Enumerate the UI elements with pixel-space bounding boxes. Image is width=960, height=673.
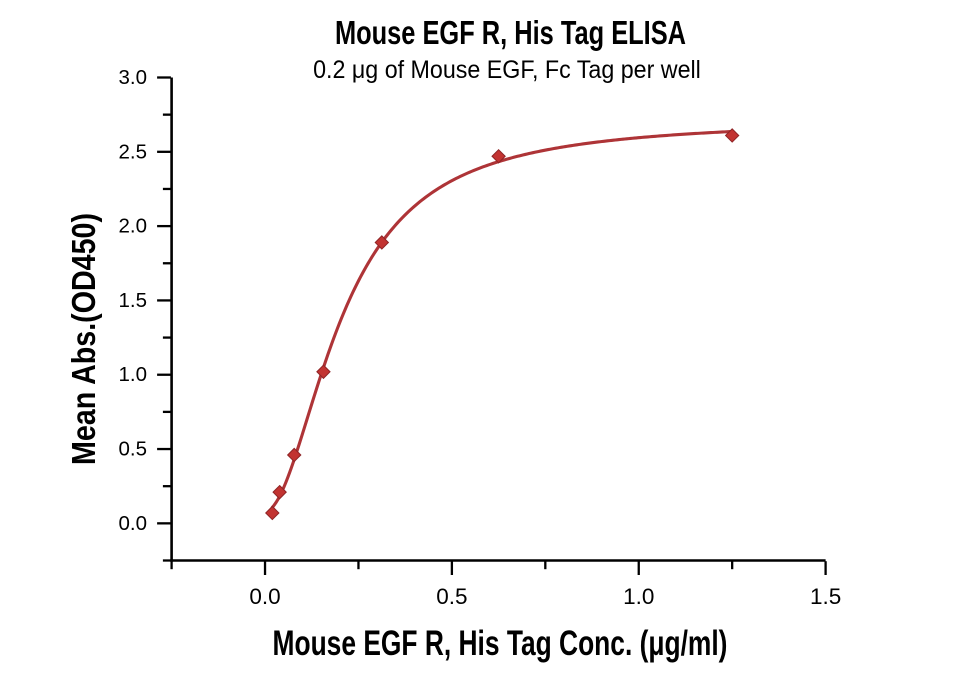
x-tick-label: 1.0 (623, 584, 654, 609)
data-point-marker (286, 447, 302, 463)
x-tick-label: 1.5 (810, 584, 841, 609)
data-point-marker (374, 235, 390, 250)
x-axis-title: Mouse EGF R, His Tag Conc. (μg/ml) (272, 624, 728, 663)
y-tick-label: 1.5 (119, 289, 148, 312)
data-point-marker (491, 148, 506, 164)
chart-subtitle: 0.2 μg of Mouse EGF, Fc Tag per well (313, 56, 701, 84)
fit-curve (270, 129, 734, 509)
x-tick-label: 0.5 (436, 584, 467, 609)
y-tick-label: 2.0 (119, 215, 148, 238)
data-point-marker (272, 484, 287, 500)
y-tick-label: 0.5 (119, 438, 148, 461)
data-point-marker (724, 128, 740, 143)
y-tick-label: 2.5 (119, 140, 148, 163)
y-tick-label: 0.0 (119, 512, 148, 535)
data-point-marker (265, 505, 280, 521)
y-tick-label: 3.0 (119, 66, 148, 89)
y-tick-label: 1.0 (119, 363, 148, 386)
x-tick-label: 0.0 (249, 584, 280, 609)
data-point-marker (316, 364, 331, 380)
chart-title: Mouse EGF R, His Tag ELISA (334, 14, 687, 51)
